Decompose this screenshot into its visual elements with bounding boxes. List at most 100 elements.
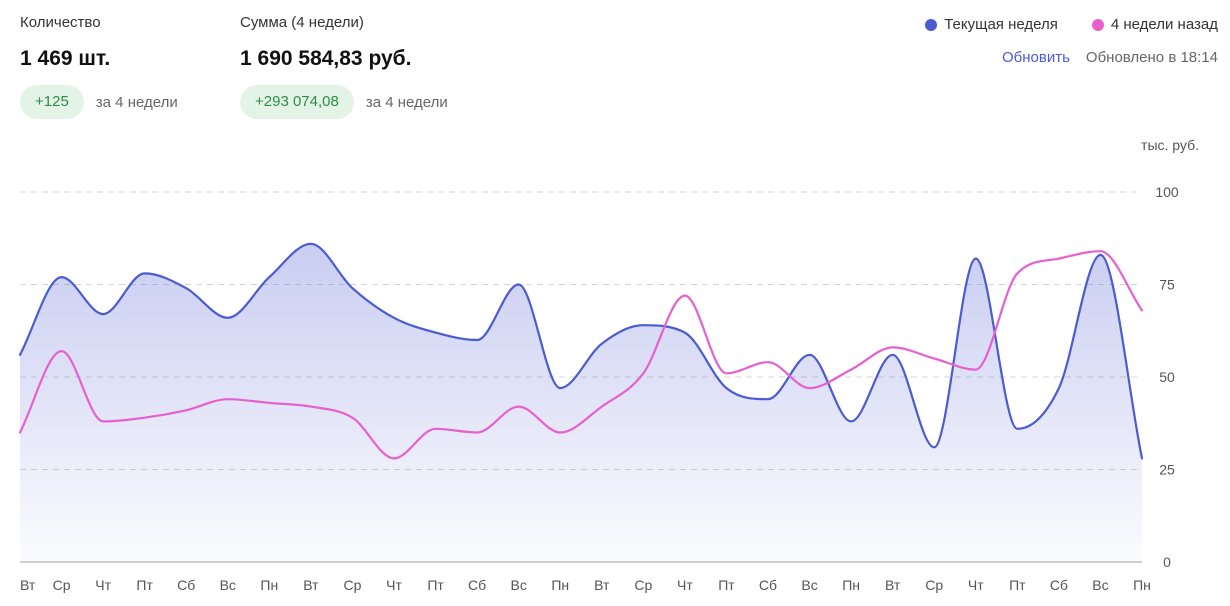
- x-tick-label: Пт: [136, 577, 153, 593]
- data-point-current: [682, 330, 688, 336]
- quantity-stat: Количество 1 469 шт. +125 за 4 недели: [20, 14, 178, 119]
- data-point-previous: [17, 430, 23, 436]
- quantity-delta-badge: +125: [20, 85, 84, 119]
- data-point-current: [1139, 455, 1145, 461]
- data-point-previous: [1056, 256, 1062, 262]
- data-point-previous: [516, 404, 522, 410]
- y-tick-label: 25: [1159, 462, 1175, 478]
- data-point-current: [973, 256, 979, 262]
- data-point-current: [931, 444, 937, 450]
- sum-label: Сумма (4 недели): [240, 14, 364, 31]
- x-tick-label: Сб: [177, 577, 195, 593]
- data-point-current: [807, 352, 813, 358]
- data-point-previous: [931, 356, 937, 362]
- sum-delta-badge: +293 074,08: [240, 85, 354, 119]
- data-point-previous: [433, 426, 439, 432]
- data-point-current: [59, 274, 65, 280]
- data-point-previous: [1139, 307, 1145, 313]
- data-point-current: [349, 285, 355, 291]
- data-point-current: [142, 270, 148, 276]
- x-tick-label: Ср: [925, 577, 943, 593]
- legend-dot-previous: [1091, 18, 1104, 31]
- x-tick-label: Пт: [1009, 577, 1026, 593]
- x-tick-label: Сб: [1050, 577, 1068, 593]
- data-point-current: [183, 285, 189, 291]
- data-point-previous: [599, 404, 605, 410]
- data-point-previous: [973, 367, 979, 373]
- legend-item-current[interactable]: Текущая неделя: [925, 16, 1058, 33]
- quantity-period: за 4 недели: [95, 93, 178, 111]
- data-point-current: [723, 385, 729, 391]
- updated-timestamp: Обновлено в 18:14: [1085, 49, 1218, 66]
- y-axis-unit-label: тыс. руб.: [1141, 137, 1199, 153]
- data-point-current: [765, 396, 771, 402]
- data-point-previous: [890, 344, 896, 350]
- x-tick-label: Пн: [551, 577, 569, 593]
- x-tick-label: Чт: [95, 577, 111, 593]
- data-point-previous: [349, 415, 355, 421]
- data-point-current: [225, 315, 231, 321]
- data-point-previous: [723, 370, 729, 376]
- legend-label-previous: 4 недели назад: [1110, 16, 1218, 33]
- data-point-previous: [557, 430, 563, 436]
- quantity-value: 1 469 шт.: [20, 47, 111, 70]
- y-tick-label: 100: [1155, 184, 1179, 200]
- y-tick-label: 0: [1163, 554, 1171, 570]
- x-tick-label: Вт: [20, 577, 36, 593]
- y-tick-label: 75: [1159, 277, 1175, 293]
- data-point-current: [848, 418, 854, 424]
- data-point-previous: [308, 404, 314, 410]
- refresh-button[interactable]: Обновить: [1002, 49, 1070, 66]
- x-tick-label: Ср: [634, 577, 652, 593]
- x-tick-label: Чт: [386, 577, 402, 593]
- x-tick-label: Пт: [718, 577, 735, 593]
- x-tick-label: Пн: [260, 577, 278, 593]
- sum-value: 1 690 584,83 руб.: [240, 47, 412, 70]
- x-tick-label: Сб: [759, 577, 777, 593]
- data-point-previous: [640, 370, 646, 376]
- series-line-previous: [18, 250, 1144, 460]
- data-point-current: [266, 274, 272, 280]
- chart-legend: Текущая неделя 4 недели назад: [891, 16, 1218, 33]
- x-tick-label: Пт: [427, 577, 444, 593]
- refresh-row: Обновить Обновлено в 18:14: [1002, 49, 1218, 66]
- x-tick-label: Пн: [1133, 577, 1151, 593]
- y-tick-label: 50: [1159, 369, 1175, 385]
- data-point-previous: [807, 385, 813, 391]
- data-point-previous: [1014, 270, 1020, 276]
- data-point-current: [1014, 426, 1020, 432]
- legend-label-current: Текущая неделя: [944, 16, 1058, 33]
- data-point-previous: [765, 359, 771, 365]
- series-line-current: [18, 242, 1144, 460]
- series-area-current: [20, 243, 1142, 563]
- x-tick-label: Ср: [343, 577, 361, 593]
- sum-stat: Сумма (4 недели) 1 690 584,83 руб. +293 …: [240, 14, 448, 119]
- data-point-current: [474, 337, 480, 343]
- data-point-current: [433, 330, 439, 336]
- data-point-current: [516, 282, 522, 288]
- data-point-previous: [142, 415, 148, 421]
- x-tick-label: Чт: [677, 577, 693, 593]
- data-point-previous: [59, 348, 65, 354]
- data-point-current: [1056, 385, 1062, 391]
- data-point-current: [557, 385, 563, 391]
- quantity-label: Количество: [20, 14, 101, 31]
- x-tick-label: Вт: [303, 577, 319, 593]
- data-point-previous: [848, 367, 854, 373]
- legend-item-previous[interactable]: 4 недели назад: [1091, 16, 1218, 33]
- x-tick-label: Вс: [1092, 577, 1108, 593]
- x-tick-label: Вс: [801, 577, 817, 593]
- data-point-current: [308, 241, 314, 247]
- data-point-previous: [266, 400, 272, 406]
- legend-dot-current: [925, 18, 938, 31]
- data-point-previous: [682, 293, 688, 299]
- data-point-previous: [100, 418, 106, 424]
- x-tick-label: Сб: [468, 577, 486, 593]
- data-point-current: [391, 315, 397, 321]
- x-tick-label: Вт: [885, 577, 901, 593]
- data-point-previous: [391, 455, 397, 461]
- data-point-current: [890, 352, 896, 358]
- data-point-previous: [474, 430, 480, 436]
- data-point-current: [17, 352, 23, 358]
